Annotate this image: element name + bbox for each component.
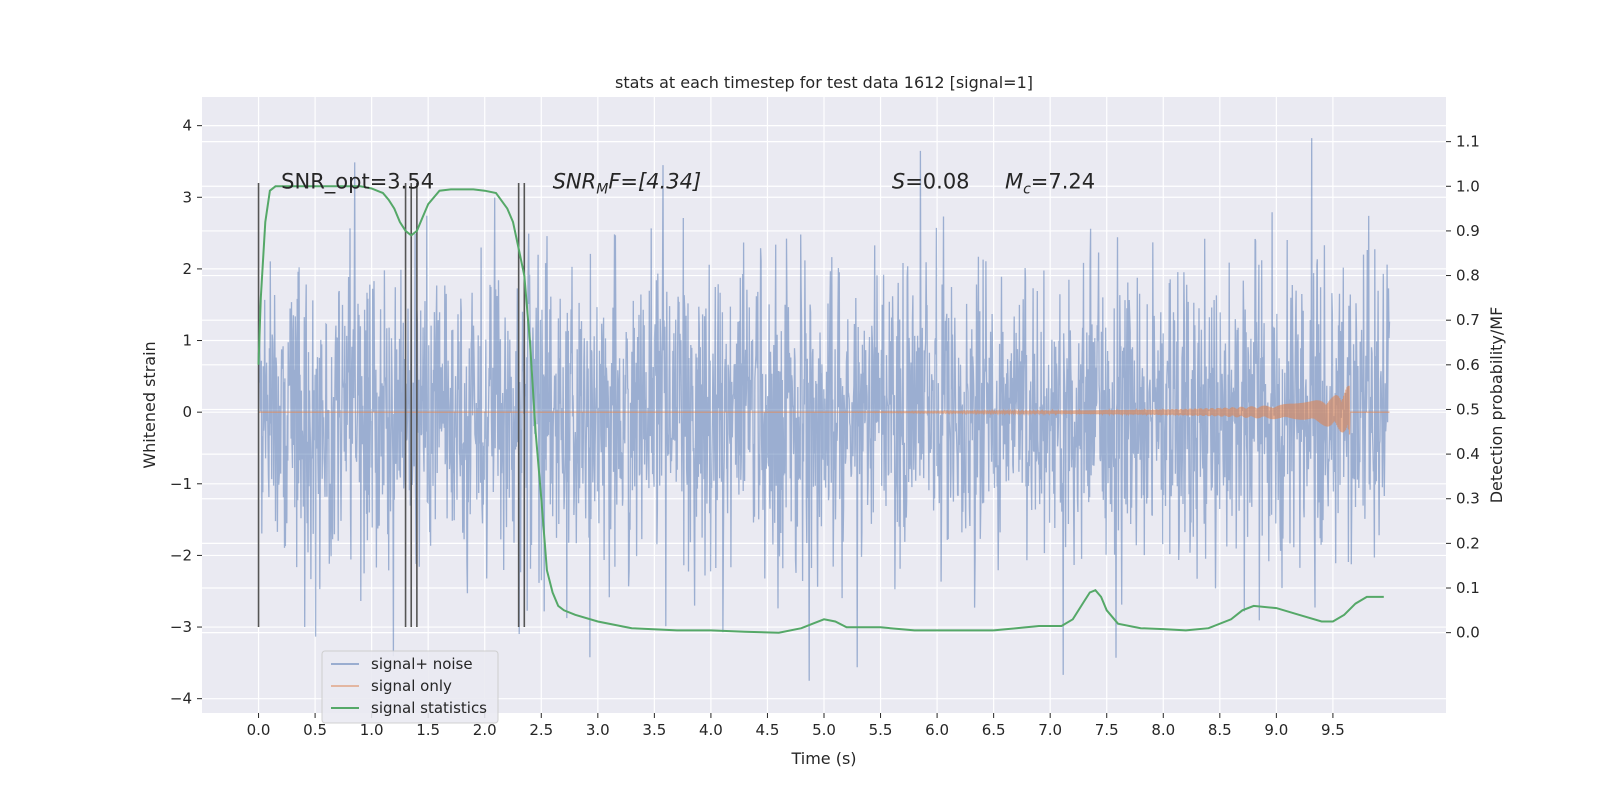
x-tick-label-9: 4.5: [756, 721, 780, 739]
y2-tick-label-11: 1.1: [1456, 133, 1480, 151]
y2-tick-label-5: 0.5: [1456, 400, 1480, 418]
x-tick-label-5: 2.5: [529, 721, 553, 739]
y-axis-ticks: −4 −3 −2 −1 0 1 2 3 4: [170, 117, 202, 708]
y-tick-label-7: 3: [182, 188, 192, 206]
annotation-snr-mf-rest: F=[4.34]: [608, 169, 701, 193]
legend-box: [321, 650, 499, 724]
vertical-markers: [257, 182, 526, 628]
annotation-mc-main: M: [1005, 169, 1023, 193]
annotation-mc-rest: =7.24: [1031, 169, 1095, 193]
x-tick-label-6: 3.0: [586, 721, 610, 739]
annotation-mc-sub: c: [1023, 181, 1031, 197]
x-tick-label-18: 9.0: [1264, 721, 1288, 739]
y-tick-label-5: 1: [182, 332, 192, 350]
signal-statistics-line: [257, 185, 1384, 634]
x-tick-label-2: 1.0: [360, 721, 384, 739]
x-tick-label-0: 0.0: [247, 721, 271, 739]
x-tick-label-19: 9.5: [1321, 721, 1345, 739]
signal-only-line: [258, 385, 1390, 435]
signal-plus-noise-line: [257, 138, 1391, 681]
x-tick-label-15: 7.5: [1095, 721, 1119, 739]
x-tick-label-3: 1.5: [416, 721, 440, 739]
y-tick-label-8: 4: [182, 117, 192, 135]
x-axis-label: Time (s): [790, 749, 856, 768]
annotation-chirp-mass: Mc=7.24: [1005, 169, 1095, 197]
annotation-snr-mf-main: SNR: [553, 169, 597, 193]
x-axis-ticks: 0.0 0.5 1.0 1.5 2.0 2.5 3.0 3.5 4.0 4.5 5.0 5.5 6.0 6…: [247, 713, 1345, 739]
x-tick-label-1: 0.5: [303, 721, 327, 739]
y2-tick-label-6: 0.6: [1456, 356, 1480, 374]
y-tick-label-6: 2: [182, 260, 192, 278]
y-axis-label: Whitened strain: [140, 341, 159, 468]
y2-tick-label-2: 0.2: [1456, 534, 1480, 552]
x-tick-label-8: 4.0: [699, 721, 723, 739]
chart-title: stats at each timestep for test data 161…: [615, 73, 1033, 92]
annotation-snr-mf: SNRMF=[4.34]: [553, 169, 702, 197]
annotation-s-rest: =0.08: [905, 169, 969, 193]
x-tick-label-14: 7.0: [1038, 721, 1062, 739]
x-tick-label-7: 3.5: [642, 721, 666, 739]
x-tick-label-4: 2.0: [473, 721, 497, 739]
x-tick-label-11: 5.5: [869, 721, 893, 739]
y2-axis-label: Detection probability/MF: [1487, 307, 1506, 504]
annotation-snr-mf-sub: M: [596, 181, 608, 197]
y-tick-label-1: −3: [170, 618, 192, 636]
annotation-s-stat: S=0.08: [892, 169, 970, 193]
noise-series: [257, 138, 1391, 681]
y2-tick-label-9: 0.9: [1456, 222, 1480, 240]
x-tick-label-10: 5.0: [812, 721, 836, 739]
y-tick-label-2: −2: [170, 546, 192, 564]
signal-statistics-series: [257, 185, 1384, 634]
x-tick-label-12: 6.0: [925, 721, 949, 739]
y-tick-label-4: 0: [182, 403, 192, 421]
x-tick-label-17: 8.5: [1208, 721, 1232, 739]
y2-tick-label-4: 0.4: [1456, 445, 1480, 463]
x-tick-label-13: 6.5: [982, 721, 1006, 739]
y2-tick-label-10: 1.0: [1456, 177, 1480, 195]
y-tick-label-0: −4: [170, 690, 192, 708]
x-tick-label-16: 8.0: [1151, 721, 1175, 739]
y2-tick-label-3: 0.3: [1456, 490, 1480, 508]
y2-tick-label-7: 0.7: [1456, 311, 1480, 329]
legend-label-stats: signal statistics: [371, 699, 487, 717]
y2-tick-label-0: 0.0: [1456, 624, 1480, 642]
y-tick-label-3: −1: [170, 475, 192, 493]
legend: signal+ noise signal only signal statist…: [321, 650, 499, 724]
signal-only-series: [258, 385, 1390, 435]
legend-label-signal: signal only: [371, 677, 452, 695]
y2-axis-ticks: 0.0 0.1 0.2 0.3 0.4 0.5 0.6 0.7 0.8 0.9 1.0 1.1: [1446, 133, 1480, 642]
y2-tick-label-8: 0.8: [1456, 267, 1480, 285]
y2-tick-label-1: 0.1: [1456, 579, 1480, 597]
legend-label-noise: signal+ noise: [371, 655, 473, 673]
annotation-snr-opt: SNR_opt=3.54: [281, 169, 434, 194]
annotation-s-main: S: [892, 169, 905, 193]
